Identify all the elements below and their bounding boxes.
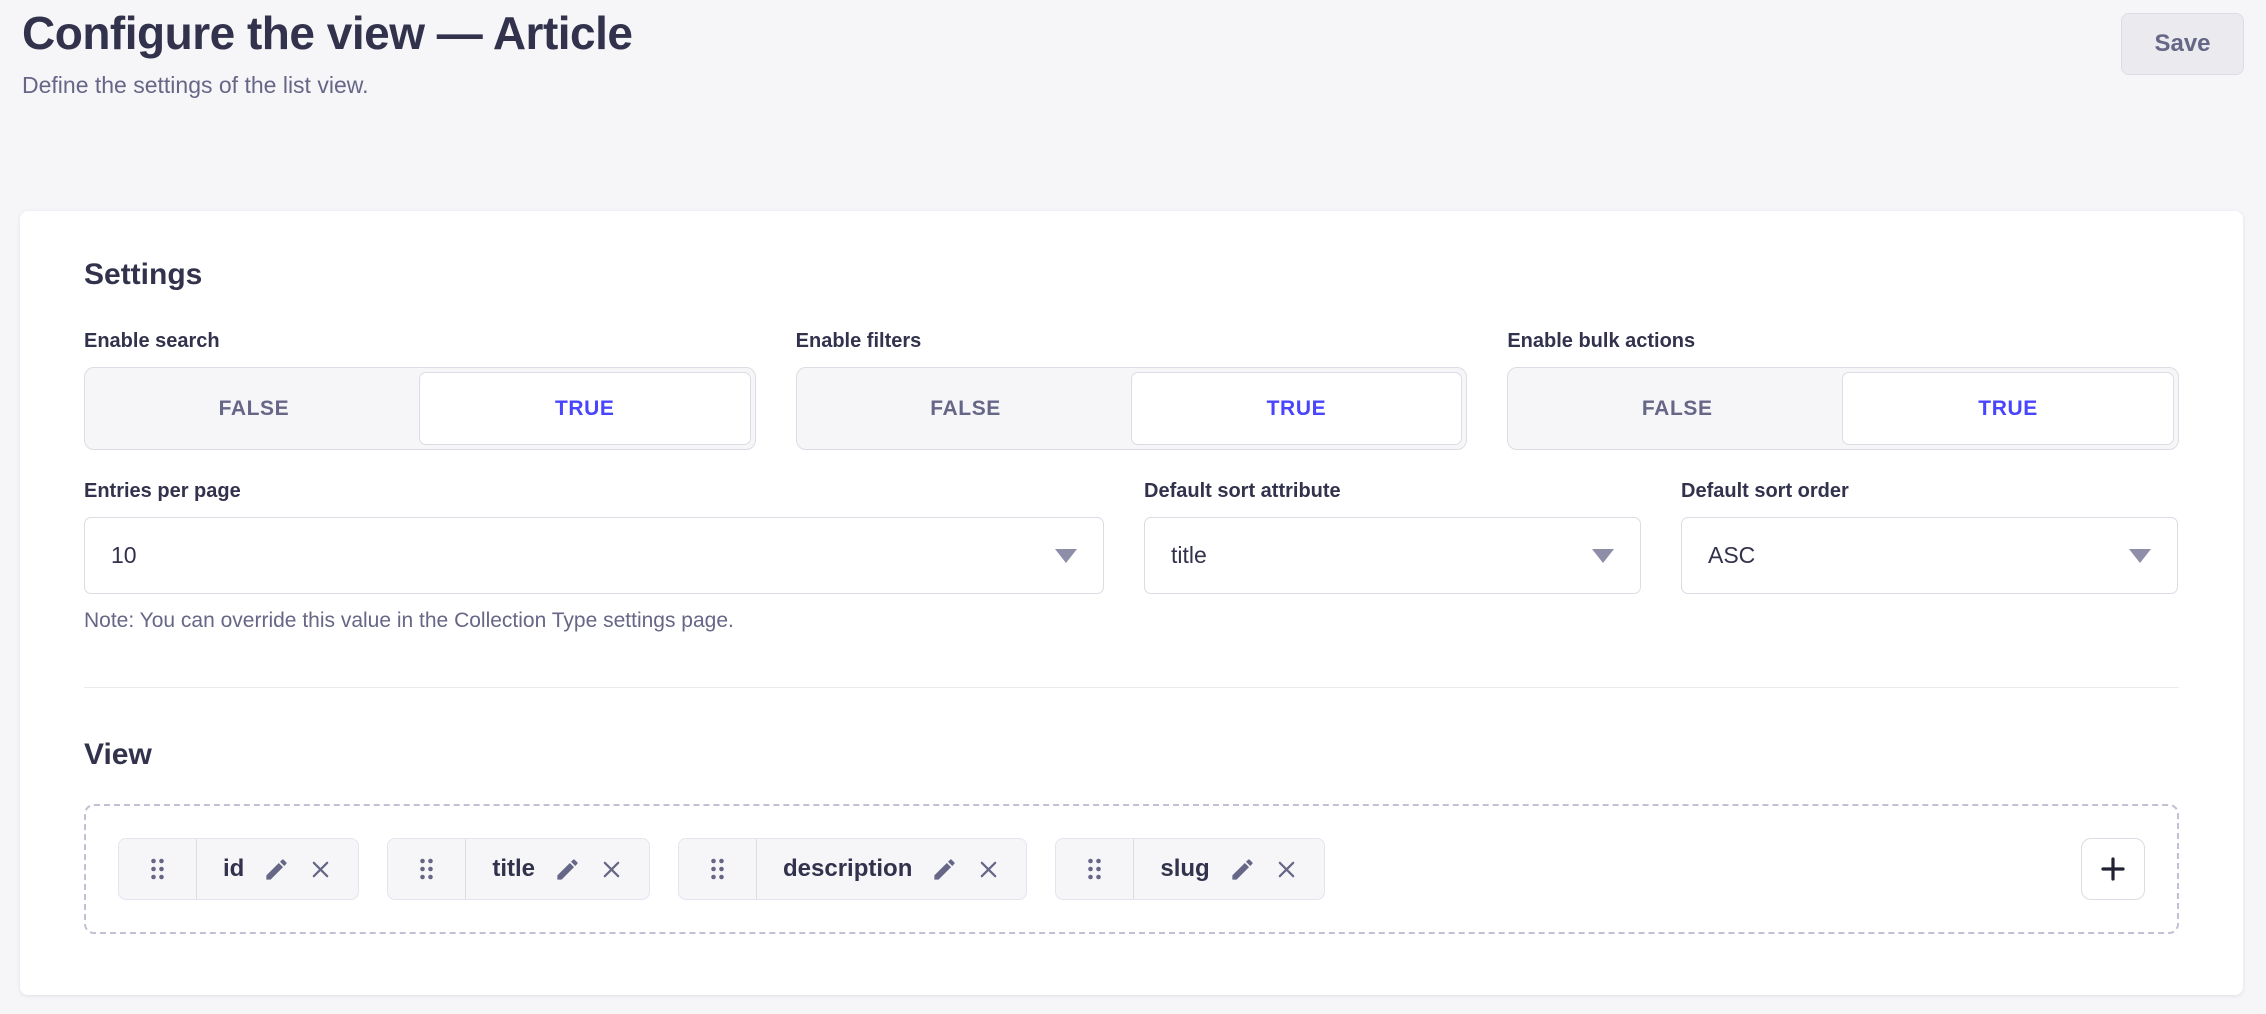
entries-per-page-label: Entries per page bbox=[84, 480, 241, 502]
caret-down-icon bbox=[1592, 548, 1614, 563]
drag-handle-dots-icon bbox=[420, 858, 434, 880]
enable-search-field: Enable search FALSE TRUE bbox=[84, 330, 756, 450]
plus-icon bbox=[2101, 857, 2125, 881]
drag-handle[interactable] bbox=[679, 839, 757, 899]
enable-filters-true-option[interactable]: TRUE bbox=[1130, 372, 1463, 445]
caret-down-icon bbox=[2129, 548, 2151, 563]
remove-field-button[interactable] bbox=[1275, 858, 1298, 881]
edit-field-button[interactable] bbox=[554, 856, 581, 883]
caret-down-icon bbox=[1055, 548, 1077, 563]
enable-filters-field: Enable filters FALSE TRUE bbox=[795, 330, 1468, 450]
default-sort-attribute-select[interactable]: title bbox=[1144, 517, 1641, 594]
add-field-button[interactable] bbox=[2081, 838, 2145, 900]
entries-per-page-field: Entries per page 10 Note: You can overri… bbox=[84, 480, 1104, 633]
enable-bulk-actions-true-option[interactable]: TRUE bbox=[1842, 372, 2175, 445]
enable-filters-false-option[interactable]: FALSE bbox=[930, 396, 1001, 420]
enable-search-true-option[interactable]: TRUE bbox=[418, 372, 751, 445]
field-pill-label: title bbox=[492, 855, 535, 882]
enable-filters-toggle: FALSE TRUE bbox=[795, 367, 1468, 450]
section-divider bbox=[84, 687, 2179, 688]
field-pill-slug[interactable]: slug bbox=[1055, 838, 1325, 900]
field-pill-label: id bbox=[223, 855, 245, 882]
default-sort-order-select[interactable]: ASC bbox=[1681, 517, 2178, 594]
pencil-icon bbox=[557, 858, 578, 880]
enable-search-label: Enable search bbox=[84, 330, 220, 352]
entries-per-page-value: 10 bbox=[111, 542, 137, 568]
pencil-icon bbox=[1232, 858, 1253, 880]
enable-search-toggle: FALSE TRUE bbox=[84, 367, 756, 450]
field-pill-description[interactable]: description bbox=[678, 838, 1028, 900]
drag-handle[interactable] bbox=[388, 839, 467, 899]
field-pill-label: description bbox=[783, 855, 913, 882]
field-pill-title[interactable]: title bbox=[387, 838, 650, 900]
remove-field-button[interactable] bbox=[600, 858, 623, 881]
remove-field-button[interactable] bbox=[309, 858, 332, 881]
pencil-icon bbox=[934, 858, 955, 880]
remove-field-button[interactable] bbox=[977, 858, 1000, 881]
default-sort-order-field: Default sort order ASC bbox=[1681, 480, 2178, 633]
settings-card: Settings Enable search FALSE TRUE Enable… bbox=[20, 211, 2243, 995]
enable-search-false-option[interactable]: FALSE bbox=[218, 396, 290, 420]
enable-filters-label: Enable filters bbox=[795, 330, 922, 352]
drag-handle-dots-icon bbox=[151, 858, 164, 880]
drag-handle[interactable] bbox=[1056, 839, 1135, 899]
drag-handle-dots-icon bbox=[711, 858, 724, 880]
drag-handle-dots-icon bbox=[1088, 858, 1102, 880]
default-sort-attribute-field: Default sort attribute title bbox=[1144, 480, 1641, 633]
default-sort-attribute-value: title bbox=[1171, 542, 1207, 568]
close-icon bbox=[603, 861, 620, 877]
pencil-icon bbox=[266, 858, 287, 880]
settings-section-heading: Settings bbox=[84, 258, 203, 291]
page-header: Configure the view — Article Define the … bbox=[0, 0, 2266, 99]
close-icon bbox=[313, 861, 329, 877]
page-title: Configure the view — Article bbox=[22, 7, 633, 59]
displayed-fields-dropzone: id title bbox=[84, 804, 2179, 934]
field-pill-id[interactable]: id bbox=[118, 838, 360, 900]
page-subtitle: Define the settings of the list view. bbox=[22, 72, 369, 99]
enable-bulk-actions-false-option[interactable]: FALSE bbox=[1641, 396, 1713, 420]
view-section-heading: View bbox=[84, 738, 152, 771]
enable-bulk-actions-label: Enable bulk actions bbox=[1507, 330, 1696, 352]
select-row: Entries per page 10 Note: You can overri… bbox=[84, 480, 2179, 633]
edit-field-button[interactable] bbox=[263, 856, 290, 883]
edit-field-button[interactable] bbox=[931, 856, 958, 883]
enable-bulk-actions-toggle: FALSE TRUE bbox=[1507, 367, 2179, 450]
edit-field-button[interactable] bbox=[1229, 856, 1256, 883]
default-sort-attribute-label: Default sort attribute bbox=[1144, 480, 1341, 502]
field-pill-list: id title bbox=[118, 838, 1325, 900]
close-icon bbox=[981, 861, 997, 877]
close-icon bbox=[1278, 861, 1295, 877]
toggle-row: Enable search FALSE TRUE Enable filters … bbox=[84, 330, 2179, 450]
entries-per-page-select[interactable]: 10 bbox=[84, 517, 1104, 594]
default-sort-order-label: Default sort order bbox=[1681, 480, 1849, 502]
drag-handle[interactable] bbox=[119, 839, 197, 899]
enable-bulk-actions-field: Enable bulk actions FALSE TRUE bbox=[1507, 330, 2179, 450]
save-button[interactable]: Save bbox=[2121, 13, 2244, 75]
entries-per-page-note: Note: You can override this value in the… bbox=[84, 609, 734, 632]
default-sort-order-value: ASC bbox=[1708, 542, 1756, 568]
field-pill-label: slug bbox=[1160, 855, 1210, 882]
